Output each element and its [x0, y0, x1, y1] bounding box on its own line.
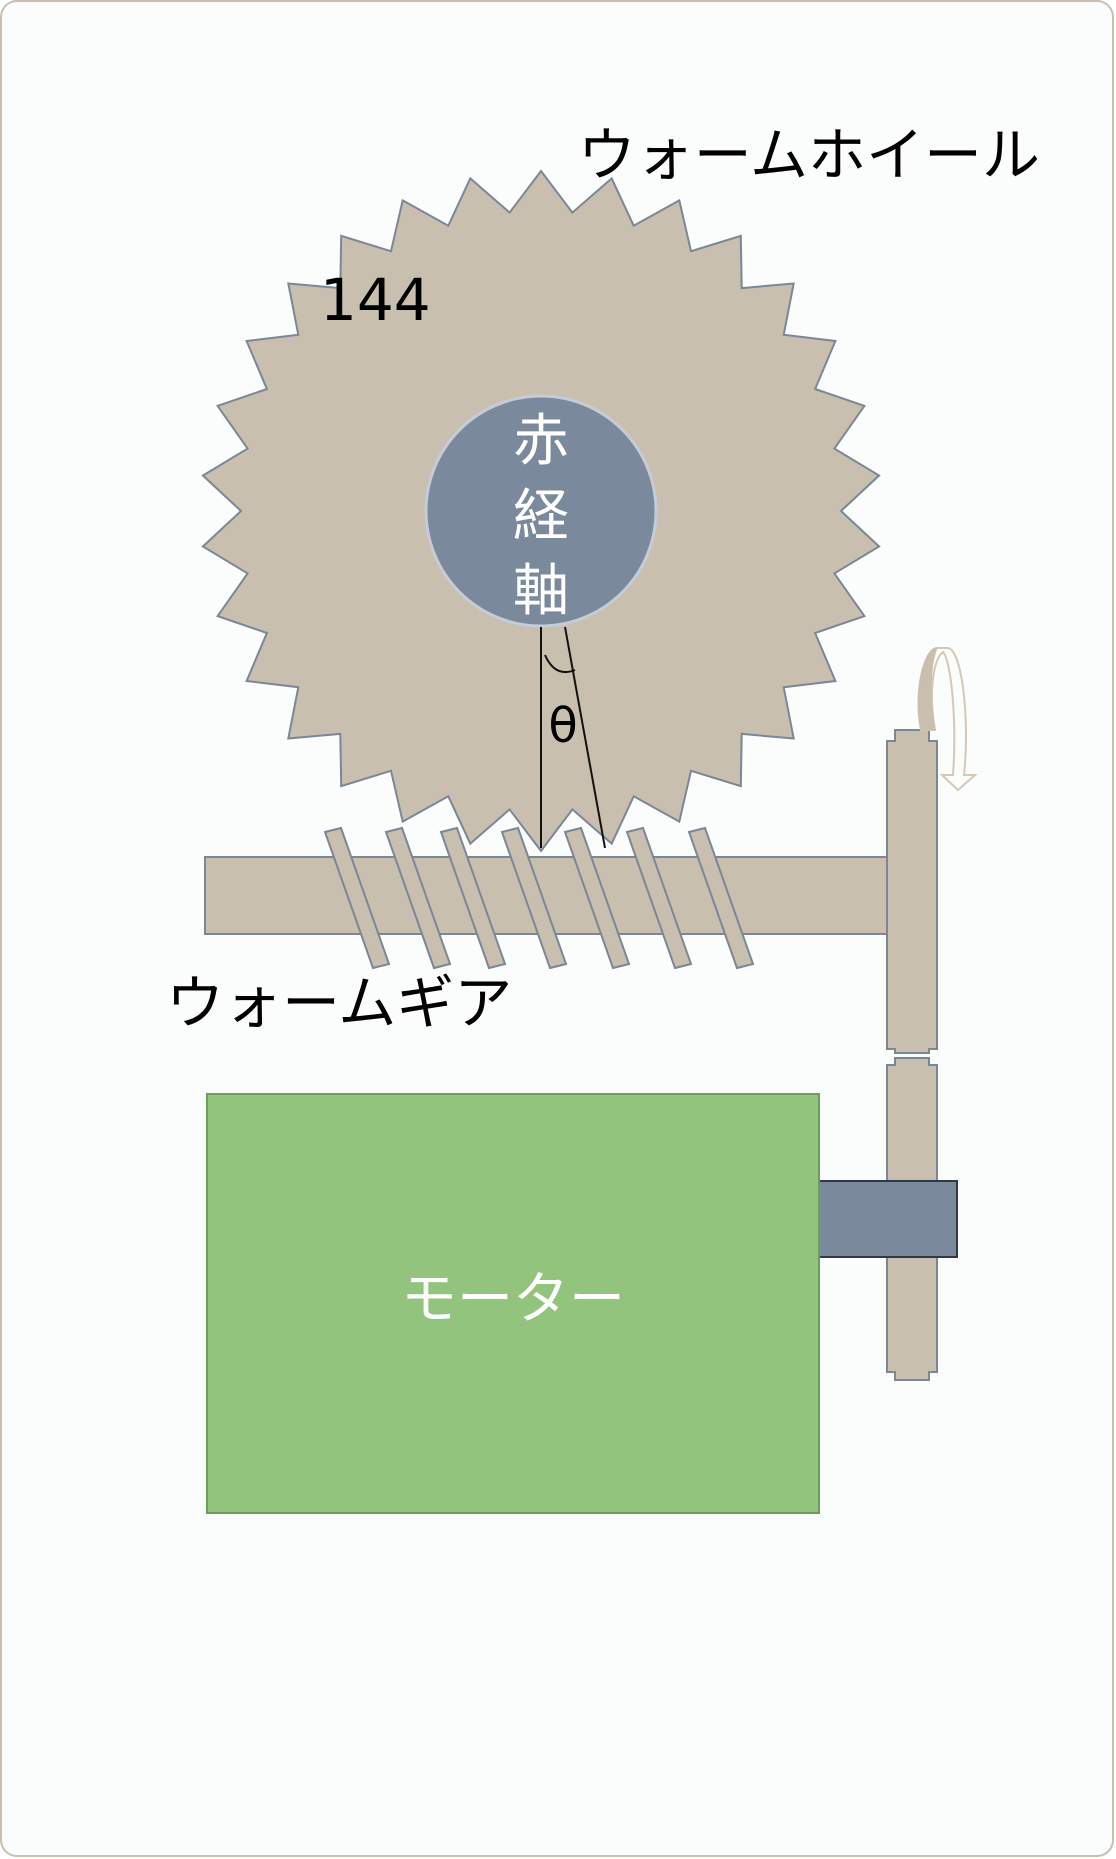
worm-thread — [439, 826, 507, 970]
worm-thread — [563, 826, 631, 970]
worm-thread — [500, 826, 568, 970]
worm-thread — [687, 826, 755, 970]
motor-coupling — [818, 1180, 958, 1258]
angle-line-tilted — [564, 626, 606, 849]
tooth-count-label: 144 — [320, 266, 431, 334]
worm-thread — [625, 826, 693, 970]
worm-wheel-label: ウォームホイール — [578, 121, 1040, 189]
ra-axis-label-3: 軸 — [513, 559, 569, 624]
angle-arc — [544, 654, 576, 674]
worm-gear-label: ウォームギア — [166, 969, 512, 1037]
ra-axis-hub — [424, 394, 658, 628]
worm-thread — [384, 826, 452, 970]
curved-arrow-icon — [917, 647, 978, 792]
angle-label: θ — [548, 698, 577, 754]
worm-thread — [323, 826, 391, 970]
worm-threads — [323, 826, 755, 970]
motor-label: モーター — [401, 1267, 625, 1332]
ra-axis-label-2: 経 — [513, 484, 569, 549]
motor-body — [206, 1093, 820, 1514]
vertical-shaft-upper — [886, 729, 938, 1054]
ra-axis-label-1: 赤 — [513, 409, 569, 474]
